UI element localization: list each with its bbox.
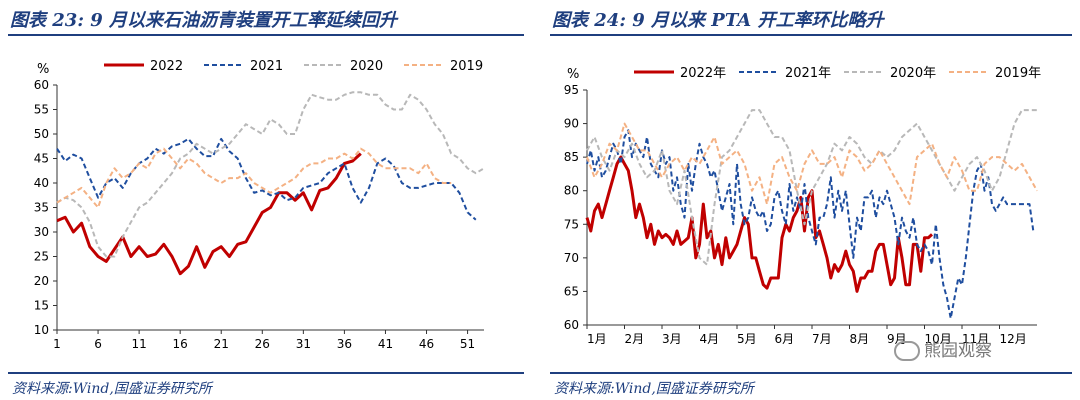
legend-label: 2022 xyxy=(150,59,183,74)
series-line-2019 xyxy=(56,147,452,209)
x-tick-label: 46 xyxy=(419,337,434,351)
x-tick-label: 11月 xyxy=(962,332,989,346)
series-line-2022 xyxy=(56,152,362,276)
x-tick-label: 1 xyxy=(53,337,61,351)
chart-title: 图表 24: 9 月以来 PTA 开工率环比略升 xyxy=(552,10,884,31)
y-tick-label: 20 xyxy=(34,274,49,288)
legend-label: 2021 xyxy=(250,59,283,74)
watermark-text: 熊园观察 xyxy=(924,341,992,361)
title-rule xyxy=(8,34,524,36)
x-tick-label: 51 xyxy=(460,337,475,351)
legend-label: 2022年 xyxy=(680,66,726,81)
x-tick-label: 8月 xyxy=(850,332,870,346)
series-line-2020 xyxy=(56,91,485,258)
y-tick-label: 70 xyxy=(564,251,579,265)
series-line-2019年 xyxy=(586,122,1038,206)
x-tick-label: 2月 xyxy=(625,332,645,346)
x-tick-label: 36 xyxy=(337,337,352,351)
x-tick-label: 7月 xyxy=(812,332,832,346)
y-tick-label: 65 xyxy=(564,284,579,298)
x-tick-label: 12月 xyxy=(1000,332,1027,346)
y-tick-label: 10 xyxy=(34,323,49,337)
y-tick-label: 95 xyxy=(564,83,579,97)
source-rule xyxy=(8,372,524,374)
y-unit-label: % xyxy=(37,62,49,77)
series-line-2022年 xyxy=(585,155,933,293)
y-tick-label: 85 xyxy=(564,150,579,164)
watermark: 熊园观察 xyxy=(894,336,992,361)
series-line-2021 xyxy=(56,137,477,221)
y-tick-label: 50 xyxy=(34,127,49,141)
x-tick-label: 3月 xyxy=(662,332,682,346)
x-tick-label: 5月 xyxy=(737,332,757,346)
legend-label: 2019年 xyxy=(995,66,1041,81)
x-tick-label: 4月 xyxy=(700,332,720,346)
y-tick-label: 80 xyxy=(564,184,579,198)
y-tick-label: 55 xyxy=(34,103,49,117)
y-tick-label: 30 xyxy=(34,225,49,239)
source-note: 资料来源:Wind,国盛证券研究所 xyxy=(12,381,212,397)
x-tick-label: 26 xyxy=(255,337,270,351)
y-tick-label: 25 xyxy=(34,250,49,264)
x-tick-label: 31 xyxy=(296,337,311,351)
y-tick-label: 45 xyxy=(34,152,49,166)
x-tick-label: 41 xyxy=(378,337,393,351)
series-line-2020年 xyxy=(586,109,1037,266)
y-unit-label: % xyxy=(567,67,579,82)
x-tick-label: 16 xyxy=(173,337,188,351)
x-tick-label: 6 xyxy=(94,337,102,351)
x-tick-label: 21 xyxy=(214,337,229,351)
left-chart-panel: 图表 23: 9 月以来石油沥青装置开工率延续回升 % 10 15 20 25 30 35 4… xyxy=(0,0,532,400)
legend-label: 2020年 xyxy=(890,66,936,81)
title-rule xyxy=(550,34,1072,36)
y-tick-label: 15 xyxy=(34,299,49,313)
legend-label: 2020 xyxy=(350,59,383,74)
source-note: 资料来源:Wind,国盛证券研究所 xyxy=(554,381,754,397)
y-tick-label: 35 xyxy=(34,201,49,215)
source-rule xyxy=(550,372,1072,374)
y-tick-label: 75 xyxy=(564,217,579,231)
series-line-2021年 xyxy=(586,129,1035,320)
x-tick-label: 1月 xyxy=(587,332,607,346)
y-tick-label: 90 xyxy=(564,117,579,131)
y-tick-label: 40 xyxy=(34,176,49,190)
chart-title: 图表 23: 9 月以来石油沥青装置开工率延续回升 xyxy=(10,10,398,31)
legend-label: 2019 xyxy=(450,59,483,74)
y-tick-label: 60 xyxy=(564,318,579,332)
x-tick-label: 6月 xyxy=(775,332,795,346)
x-tick-label: 10月 xyxy=(925,332,952,346)
y-tick-label: 60 xyxy=(34,78,49,92)
right-chart-panel: 图表 24: 9 月以来 PTA 开工率环比略升 % 60 65 70 75 80 85 90… xyxy=(542,0,1080,400)
x-tick-label: 11 xyxy=(131,337,146,351)
wechat-icon xyxy=(894,341,920,361)
legend-label: 2021年 xyxy=(785,66,831,81)
